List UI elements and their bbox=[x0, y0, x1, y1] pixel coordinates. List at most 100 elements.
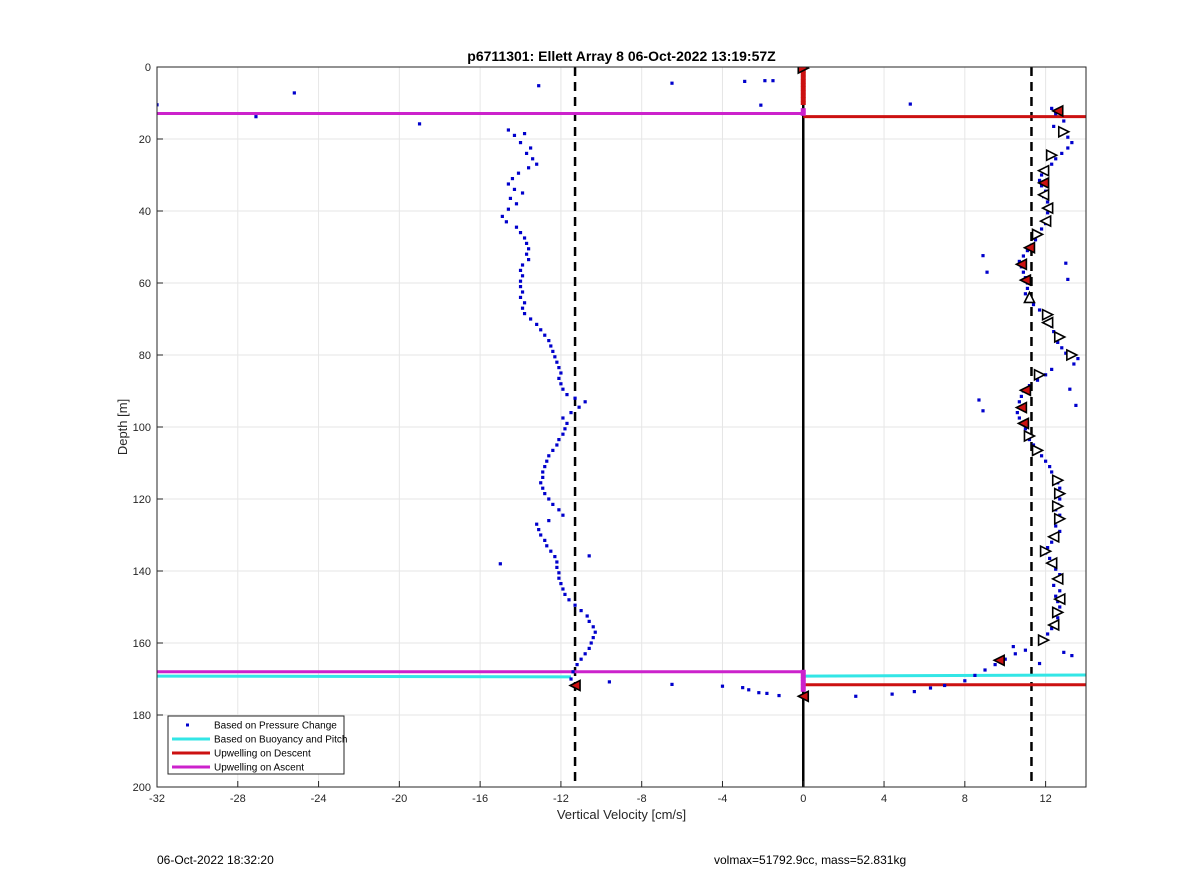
y-tick-label: 100 bbox=[133, 422, 151, 434]
triangle-marker bbox=[992, 653, 1005, 667]
data-point bbox=[518, 295, 523, 299]
data-point bbox=[1056, 600, 1060, 604]
data-point bbox=[963, 679, 967, 683]
y-tick-label: 40 bbox=[139, 206, 151, 218]
triangle-marker bbox=[1036, 164, 1050, 177]
y-tick-label: 20 bbox=[139, 134, 151, 146]
data-point bbox=[518, 141, 523, 145]
data-point bbox=[547, 497, 551, 501]
x-tick-label: -8 bbox=[637, 793, 647, 805]
data-point bbox=[993, 663, 997, 667]
data-point bbox=[1019, 394, 1023, 398]
zero-marker-red bbox=[800, 86, 806, 91]
triangle-marker bbox=[1045, 148, 1059, 162]
data-point bbox=[1074, 403, 1078, 407]
data-point bbox=[522, 132, 527, 136]
data-point bbox=[1039, 184, 1044, 188]
data-point bbox=[1048, 465, 1052, 469]
data-point bbox=[500, 214, 504, 218]
data-point bbox=[537, 528, 541, 532]
data-point bbox=[890, 692, 894, 696]
series-lines bbox=[157, 67, 1086, 787]
x-tick-label: -20 bbox=[391, 793, 407, 805]
data-point bbox=[551, 349, 555, 353]
axis-ticks: -32 -28 -24 -20 -16 -12 -8 -4 0 4 8 120204060801001… bbox=[133, 62, 1052, 805]
data-point bbox=[1060, 346, 1064, 350]
data-point bbox=[573, 396, 577, 400]
triangle-marker bbox=[1037, 633, 1051, 647]
data-point bbox=[583, 652, 587, 656]
data-point bbox=[520, 290, 525, 294]
data-point bbox=[1066, 277, 1070, 281]
data-point bbox=[757, 691, 761, 695]
data-point bbox=[516, 171, 521, 175]
data-point bbox=[512, 133, 517, 137]
triangle-marker bbox=[1022, 241, 1036, 255]
data-point bbox=[571, 670, 575, 674]
data-point bbox=[1070, 654, 1074, 658]
data-point bbox=[575, 663, 579, 667]
data-point bbox=[417, 122, 422, 126]
y-tick-label: 180 bbox=[133, 710, 151, 722]
data-point bbox=[1023, 427, 1028, 431]
zero-marker-magenta bbox=[800, 684, 806, 689]
zero-marker-magenta bbox=[800, 111, 806, 116]
data-point bbox=[1046, 200, 1050, 204]
data-point bbox=[543, 492, 547, 496]
triangle-marker bbox=[1050, 572, 1064, 586]
footer-timestamp: 06-Oct-2022 18:32:20 bbox=[157, 853, 274, 867]
data-point bbox=[1017, 400, 1021, 404]
x-tick-label: -24 bbox=[311, 793, 327, 805]
triangle-marker bbox=[1066, 348, 1079, 362]
zero-marker-red bbox=[800, 83, 806, 87]
x-tick-label: 12 bbox=[1039, 793, 1051, 805]
zero-marker-red bbox=[800, 101, 806, 105]
data-point bbox=[977, 398, 981, 402]
triangle-marker bbox=[1041, 308, 1055, 321]
data-point bbox=[1046, 546, 1050, 550]
data-point bbox=[1052, 583, 1056, 587]
data-point bbox=[1050, 106, 1054, 110]
data-point bbox=[583, 400, 587, 404]
data-point bbox=[561, 416, 565, 420]
triangle-marker bbox=[1018, 273, 1032, 287]
triangle-marker bbox=[1040, 316, 1054, 329]
legend-entry-label: Based on Buoyancy and Pitch bbox=[214, 735, 347, 746]
triangle-marker bbox=[1014, 401, 1028, 414]
zero-marker-red bbox=[800, 93, 806, 98]
data-point bbox=[1044, 459, 1048, 463]
triangle-marker bbox=[1053, 512, 1067, 526]
data-point bbox=[522, 236, 527, 240]
data-point bbox=[1037, 308, 1042, 312]
data-point bbox=[543, 465, 547, 469]
data-point bbox=[1046, 211, 1050, 215]
data-point bbox=[1017, 259, 1021, 263]
data-point bbox=[1033, 238, 1038, 242]
data-point bbox=[1050, 470, 1054, 474]
legend-entry-label: Upwelling on Descent bbox=[214, 749, 311, 760]
data-point bbox=[591, 636, 595, 640]
data-point bbox=[587, 619, 591, 623]
data-point bbox=[539, 481, 543, 485]
data-point bbox=[1070, 141, 1074, 145]
data-point bbox=[1003, 657, 1007, 661]
data-point bbox=[983, 668, 987, 672]
data-point bbox=[1066, 146, 1070, 150]
data-point bbox=[545, 459, 549, 463]
data-point bbox=[1062, 119, 1066, 123]
data-point bbox=[1054, 524, 1058, 528]
data-point bbox=[559, 382, 563, 386]
data-point bbox=[565, 421, 569, 425]
triangle-marker bbox=[797, 67, 811, 75]
data-point bbox=[543, 538, 547, 542]
data-point bbox=[1021, 270, 1025, 274]
data-point bbox=[1054, 594, 1058, 598]
triangle-marker bbox=[1051, 606, 1065, 619]
data-point bbox=[1037, 178, 1042, 182]
data-point bbox=[557, 376, 561, 380]
data-point bbox=[908, 102, 912, 106]
data-point bbox=[561, 387, 565, 391]
data-point bbox=[1025, 286, 1030, 290]
data-point bbox=[535, 162, 539, 166]
triangle-marker bbox=[1046, 530, 1060, 544]
